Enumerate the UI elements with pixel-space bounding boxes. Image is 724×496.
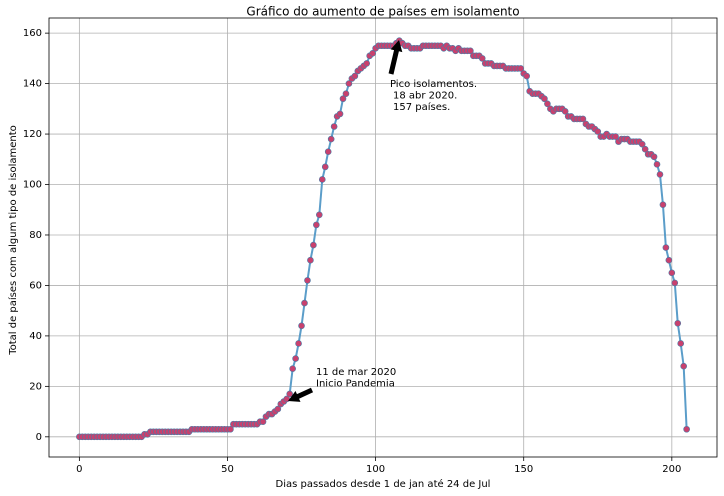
- marker: [301, 299, 308, 307]
- marker: [339, 95, 347, 103]
- marker: [612, 133, 619, 140]
- marker: [478, 55, 486, 62]
- marker: [327, 135, 335, 143]
- marker: [298, 322, 305, 330]
- marker: [594, 128, 602, 135]
- marker: [683, 425, 690, 433]
- marker: [342, 90, 350, 97]
- marker: [662, 244, 670, 251]
- marker: [680, 362, 687, 370]
- annotation-text: 18 abr 2020.: [393, 91, 457, 102]
- marker: [677, 340, 685, 347]
- marker: [579, 115, 587, 123]
- y-tick-label: 140: [23, 79, 42, 90]
- x-tick-label: 50: [221, 464, 234, 475]
- marker: [336, 110, 344, 118]
- marker: [295, 340, 302, 347]
- marker: [363, 60, 371, 67]
- marker: [318, 176, 326, 183]
- marker: [467, 47, 474, 55]
- marker: [304, 277, 311, 284]
- marker: [324, 148, 332, 156]
- marker: [330, 123, 338, 130]
- y-tick-label: 80: [29, 230, 42, 241]
- annotation-arrow: [288, 387, 314, 402]
- marker: [668, 269, 676, 277]
- y-axis-label: Total de países com algum tipo de isolam…: [7, 125, 19, 356]
- marker: [259, 418, 267, 425]
- marker: [650, 153, 658, 161]
- marker: [227, 425, 234, 433]
- y-tick-label: 160: [23, 28, 42, 39]
- x-tick-label: 200: [662, 464, 681, 475]
- annotation-text: 157 países.: [393, 101, 450, 113]
- x-axis-label: Dias passados desde 1 de jan até 24 de J…: [276, 478, 491, 490]
- annotation-text: Pico isolamentos.: [390, 79, 477, 90]
- y-tick-label: 100: [23, 180, 42, 191]
- x-tick-label: 0: [76, 464, 82, 475]
- marker: [351, 72, 359, 80]
- marker: [289, 365, 296, 372]
- marker: [292, 355, 299, 362]
- y-tick-label: 120: [23, 129, 42, 140]
- x-tick-label: 100: [366, 464, 385, 475]
- y-tick-label: 0: [36, 432, 42, 443]
- marker: [310, 241, 317, 249]
- marker: [665, 256, 673, 264]
- marker: [517, 65, 525, 72]
- annotation-arrow: [388, 40, 403, 75]
- marker: [653, 161, 661, 168]
- marker: [307, 256, 314, 264]
- marker: [638, 140, 646, 148]
- marker: [316, 211, 323, 219]
- marker: [671, 279, 679, 287]
- x-tick-label: 150: [514, 464, 533, 475]
- marker: [674, 319, 682, 327]
- marker: [369, 50, 376, 57]
- y-tick-label: 60: [29, 280, 42, 291]
- marker: [561, 108, 569, 115]
- marker: [659, 201, 667, 209]
- annotation-text: 11 de mar 2020: [316, 367, 396, 378]
- annotation-text: Inicio Pandemia: [316, 379, 395, 390]
- marker: [274, 405, 282, 413]
- chart-title: Gráfico do aumento de países em isolamen…: [246, 5, 519, 19]
- marker: [321, 163, 329, 171]
- marker: [286, 390, 293, 398]
- marker: [313, 221, 320, 229]
- marker: [641, 145, 649, 153]
- y-tick-label: 20: [29, 381, 42, 392]
- marker: [541, 95, 548, 103]
- plot-frame: [48, 17, 718, 458]
- marker: [345, 80, 353, 87]
- marker: [523, 72, 530, 80]
- y-tick-label: 40: [29, 331, 42, 342]
- marker: [656, 171, 664, 178]
- marker: [544, 100, 551, 108]
